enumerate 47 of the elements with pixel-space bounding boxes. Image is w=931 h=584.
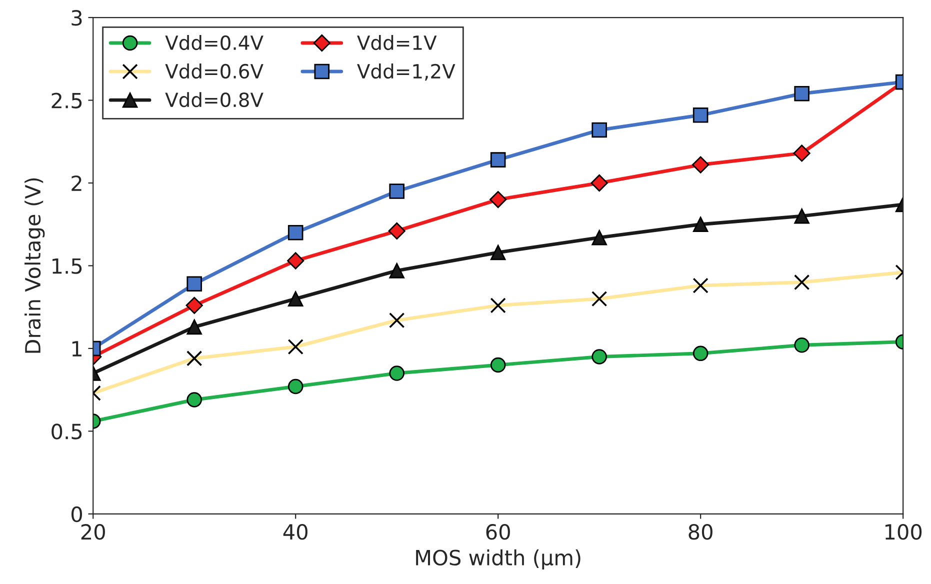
point xyxy=(388,222,406,240)
y-tick-label: 0 xyxy=(71,506,82,522)
point xyxy=(490,152,506,168)
legend-label: Vdd=0.6V xyxy=(165,64,264,79)
legend-label: Vdd=1V xyxy=(357,35,437,50)
x-tick-label: 60 xyxy=(486,524,510,540)
point xyxy=(794,208,810,224)
point xyxy=(186,319,202,335)
y-tick-label: 1 xyxy=(72,341,82,356)
point xyxy=(186,276,202,292)
point xyxy=(490,244,506,260)
y-tick-label: 2.5 xyxy=(52,92,82,108)
y-tick-label: 1.5 xyxy=(52,258,82,274)
point xyxy=(794,338,810,353)
point xyxy=(692,216,708,232)
point xyxy=(490,190,507,208)
point xyxy=(389,366,404,381)
point xyxy=(692,108,708,123)
point xyxy=(592,122,607,138)
x-tick-label: 100 xyxy=(885,524,922,540)
x-tick-label: 80 xyxy=(688,524,712,540)
point xyxy=(794,86,810,102)
point xyxy=(692,346,708,362)
point xyxy=(186,296,203,314)
x-axis-title: MOS width (µm) xyxy=(416,549,580,570)
point xyxy=(288,224,304,240)
point xyxy=(692,156,710,174)
y-axis-title: Drain Voltage (V) xyxy=(24,178,45,353)
point xyxy=(389,184,404,199)
y-tick-label: 2 xyxy=(72,175,82,191)
point xyxy=(592,230,607,246)
point xyxy=(288,291,304,306)
legend-label: Vdd=1,2V xyxy=(357,64,456,81)
legend-label: Vdd=0.4V xyxy=(165,35,264,50)
point xyxy=(592,349,607,364)
point xyxy=(590,174,608,192)
y-tick-label: 3 xyxy=(72,10,82,26)
point xyxy=(287,252,304,270)
point xyxy=(389,263,404,278)
x-tick-label: 40 xyxy=(283,524,308,540)
point xyxy=(490,357,506,373)
y-tick-label: 0.5 xyxy=(52,424,82,440)
point xyxy=(186,392,202,408)
point xyxy=(288,378,304,394)
point xyxy=(793,144,810,162)
x-tick-label: 20 xyxy=(81,524,105,540)
legend-label: Vdd=0.8V xyxy=(165,92,264,108)
